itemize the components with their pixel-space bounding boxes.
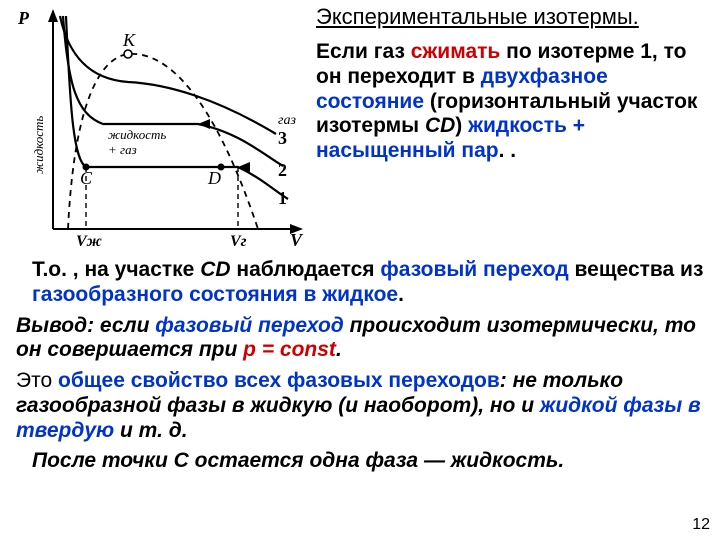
curve-1-label: 1 [278, 188, 287, 208]
curve-2-label: 2 [278, 160, 287, 180]
curve-3-label: 3 [278, 128, 287, 148]
axis-v-label: V [290, 230, 304, 250]
main-title: Экспериментальные изотермы. [316, 4, 712, 30]
gaz-label: газ [278, 113, 296, 128]
page-number: 12 [692, 516, 710, 534]
axis-p-label: P [17, 8, 30, 28]
two-phase-label-2: + газ [108, 142, 137, 157]
paragraph-4: Это общее свойство всех фазовых переходо… [16, 369, 704, 443]
paragraph-2: Т.о. , на участке CD наблюдается фазовый… [32, 258, 704, 308]
top-paragraph: Если газ сжимать по изотерме 1, то он пе… [316, 40, 712, 164]
paragraph-3: Вывод: если фазовый переход происходит и… [16, 314, 704, 364]
liquid-region-label: жидкость [31, 116, 46, 174]
pv-diagram: P V K C D 1 2 3 газ [8, 4, 308, 252]
vg-label: Vг [230, 233, 247, 250]
two-phase-label-1: жидкость [108, 127, 166, 142]
paragraph-5: После точки С остается одна фаза — жидко… [32, 449, 704, 474]
k-label: K [122, 30, 136, 50]
vzh-label: Vж [76, 233, 102, 250]
d-label: D [207, 168, 221, 188]
